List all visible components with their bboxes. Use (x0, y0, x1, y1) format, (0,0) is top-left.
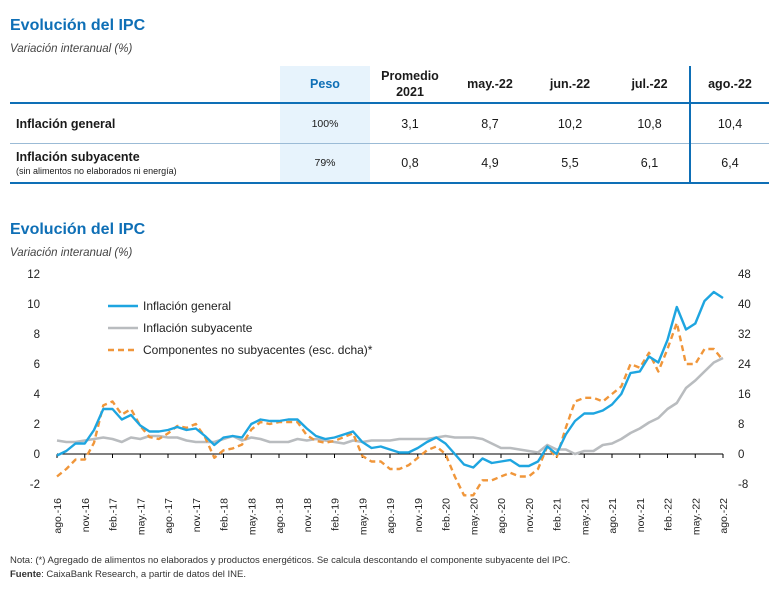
x-tick-label: feb.-21 (552, 498, 564, 531)
x-tick-label: nov.-19 (413, 498, 425, 532)
cell-value: 3,1 (370, 103, 450, 144)
x-tick-label: nov.-21 (635, 498, 647, 532)
chart-note: Nota: (*) Agregado de alimentos no elabo… (10, 555, 571, 566)
header-jul22: jul.-22 (610, 66, 690, 104)
cell-value: 10,8 (610, 103, 690, 144)
y-right-tick-label: 0 (738, 449, 744, 461)
header-promedio-text: Promedio 2021 (381, 69, 439, 99)
cell-value: 4,9 (450, 143, 530, 184)
x-tick-label: feb.-17 (108, 498, 120, 531)
x-tick-label: feb.-22 (663, 498, 675, 531)
legend-label-componentes-no-subyacentes: Componentes no subyacentes (esc. dcha)* (143, 343, 373, 357)
y-right-tick-label: 48 (738, 269, 751, 281)
x-tick-label: ago.-20 (496, 498, 508, 534)
x-tick-label: feb.-19 (330, 498, 342, 531)
x-tick-label: may.-21 (579, 498, 591, 535)
table-subtitle: Variación interanual (%) (10, 43, 133, 55)
y-left-tick-label: 2 (34, 419, 40, 431)
cell-peso: 79% (280, 143, 370, 184)
x-tick-label: ago.-21 (607, 498, 619, 534)
x-tick-label: nov.-20 (524, 498, 536, 532)
header-peso: Peso (280, 66, 370, 104)
table-header-row: Peso Promedio 2021 may.-22 jun.-22 jul.-… (10, 66, 769, 104)
cell-value: 8,7 (450, 103, 530, 144)
header-ago22: ago.-22 (689, 66, 769, 104)
x-tick-label: ago.-18 (274, 498, 286, 534)
cell-value: 0,8 (370, 143, 450, 184)
header-jun22: jun.-22 (530, 66, 610, 104)
y-left-tick-label: 6 (34, 359, 40, 371)
row-label-text: Inflación general (16, 116, 116, 131)
ipc-summary-table: Peso Promedio 2021 may.-22 jun.-22 jul.-… (10, 66, 769, 184)
y-right-tick-label: 32 (738, 329, 751, 341)
y-right-tick-label: -8 (738, 479, 748, 491)
x-tick-label: may.-18 (246, 498, 258, 535)
x-tick-label: may.-22 (690, 498, 702, 535)
cell-value: 6,4 (689, 143, 769, 184)
y-right-tick-label: 40 (738, 299, 751, 311)
x-tick-label: may.-19 (357, 498, 369, 535)
table-row: Inflación general 100% 3,1 8,7 10,2 10,8… (10, 103, 769, 144)
y-left-tick-label: 10 (27, 299, 40, 311)
cell-peso: 100% (280, 103, 370, 144)
row-sublabel: (sin alimentos no elaborados ni energía) (16, 166, 177, 176)
y-right-tick-label: 8 (738, 419, 744, 431)
chart-title: Evolución del IPC (10, 221, 146, 238)
header-label (10, 66, 280, 104)
table-title: Evolución del IPC (10, 17, 146, 34)
y-left-tick-label: 8 (34, 329, 40, 341)
cell-value: 6,1 (610, 143, 690, 184)
cell-value: 5,5 (530, 143, 610, 184)
row-label: Inflación subyacente (sin alimentos no e… (10, 143, 280, 184)
y-left-tick-label: -2 (30, 479, 40, 491)
x-tick-label: ago.-16 (52, 498, 64, 534)
source-text: : CaixaBank Research, a partir de datos … (41, 569, 247, 580)
y-left-tick-label: 12 (27, 269, 40, 281)
x-tick-label: ago.-17 (163, 498, 175, 534)
x-tick-label: feb.-18 (219, 498, 231, 531)
x-tick-label: ago.-19 (385, 498, 397, 534)
x-tick-label: nov.-16 (80, 498, 92, 532)
y-left-tick-label: 0 (34, 449, 40, 461)
header-promedio: Promedio 2021 (370, 66, 450, 104)
chart-source: Fuente: CaixaBank Research, a partir de … (10, 569, 246, 580)
header-may22: may.-22 (450, 66, 530, 104)
y-left-tick-label: 4 (34, 389, 41, 401)
legend-label-inflacion-subyacente: Inflación subyacente (143, 321, 253, 335)
series-line-inflacion-general (56, 290, 724, 469)
chart-subtitle: Variación interanual (%) (10, 247, 133, 259)
series-line-inflacion-subyacente (56, 356, 724, 456)
cell-value: 10,2 (530, 103, 610, 144)
row-label-text: Inflación subyacente (16, 150, 140, 164)
x-tick-label: nov.-17 (191, 498, 203, 532)
x-tick-label: may.-20 (468, 498, 480, 535)
y-right-tick-label: 24 (738, 359, 751, 371)
y-right-tick-label: 16 (738, 389, 751, 401)
series-line-componentes-no-subyacentes (56, 321, 724, 497)
legend-label-inflacion-general: Inflación general (143, 299, 231, 313)
row-label: Inflación general (10, 103, 280, 144)
x-tick-label: ago.-22 (718, 498, 730, 534)
x-tick-label: feb.-20 (441, 498, 453, 531)
source-label: Fuente (10, 569, 42, 580)
table-row: Inflación subyacente (sin alimentos no e… (10, 143, 769, 184)
x-tick-label: nov.-18 (302, 498, 314, 532)
x-tick-label: may.-17 (135, 498, 147, 535)
cell-value: 10,4 (689, 103, 769, 144)
